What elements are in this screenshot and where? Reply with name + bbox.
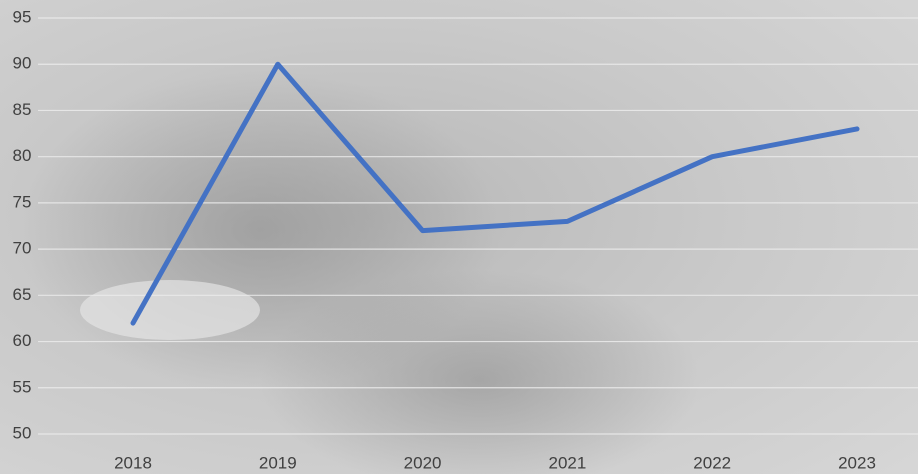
- page: 50 55 60 65 70 75 80 85 90 95 2018 2019 2020 2021 2022…: [0, 0, 918, 474]
- y-tick-label: 75: [13, 192, 32, 211]
- y-tick-label: 80: [13, 146, 32, 165]
- y-tick-label: 95: [13, 7, 32, 26]
- x-tick-label: 2021: [548, 453, 586, 472]
- x-tick-label: 2019: [259, 453, 297, 472]
- y-tick-label: 65: [13, 285, 32, 304]
- x-tick-label: 2023: [838, 453, 876, 472]
- x-tick-label: 2022: [693, 453, 731, 472]
- x-tick-label: 2020: [404, 453, 442, 472]
- y-tick-label: 85: [13, 100, 32, 119]
- chart: 50 55 60 65 70 75 80 85 90 95 2018 2019 2020 2021 2022…: [0, 0, 918, 474]
- y-tick-label: 50: [13, 423, 32, 442]
- background-highlight: [80, 280, 260, 340]
- y-tick-label: 55: [13, 377, 32, 396]
- y-tick-label: 60: [13, 331, 32, 350]
- y-tick-label: 90: [13, 54, 32, 73]
- y-tick-label: 70: [13, 239, 32, 258]
- x-tick-label: 2018: [114, 453, 152, 472]
